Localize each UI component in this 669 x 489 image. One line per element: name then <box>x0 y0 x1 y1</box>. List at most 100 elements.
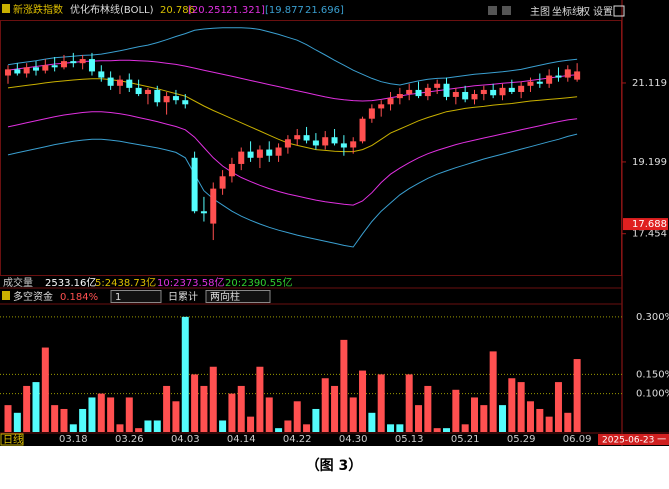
bar <box>405 374 413 432</box>
toolbar-item[interactable]: 主图 <box>530 6 550 18</box>
bar <box>32 382 40 432</box>
x-tick-label: 03.26 <box>115 434 144 445</box>
bar <box>443 428 451 432</box>
candle-body <box>284 139 291 148</box>
bar <box>163 385 171 432</box>
candle-body <box>32 67 39 71</box>
candle-body <box>275 147 282 156</box>
candle-body <box>42 65 49 71</box>
bar <box>461 424 469 432</box>
bar <box>237 385 245 432</box>
band-line <box>7 59 578 102</box>
bar <box>359 370 367 432</box>
bar <box>498 405 506 432</box>
band-line <box>7 133 578 248</box>
toolbar-item[interactable]: 权 <box>580 5 590 18</box>
x-tick-label: 04.22 <box>283 434 312 445</box>
bar <box>387 424 395 432</box>
candle-body <box>182 100 189 105</box>
candle-body <box>98 71 105 78</box>
band-line <box>7 27 578 86</box>
bar <box>256 366 264 432</box>
bar <box>153 420 161 432</box>
candle-body <box>126 79 133 88</box>
candle-body <box>396 94 403 99</box>
bar <box>79 408 87 432</box>
bar <box>573 359 581 432</box>
candle-body <box>555 75 562 78</box>
bar <box>303 424 311 432</box>
candle-body <box>88 59 95 72</box>
band-line <box>7 111 578 206</box>
bar <box>88 397 96 432</box>
price-marker-label: 17.688 <box>632 219 667 230</box>
candle-body <box>471 94 478 100</box>
bar <box>433 428 441 432</box>
bar <box>340 339 348 432</box>
candle-body <box>107 77 114 86</box>
x-tick-label: 03.18 <box>59 434 88 445</box>
candle-body <box>191 157 198 212</box>
icon-button[interactable] <box>502 6 511 15</box>
y-tick-label: 17.454 <box>632 229 667 240</box>
icon <box>2 291 10 300</box>
candle-body <box>172 96 179 101</box>
candle-body <box>322 137 329 146</box>
bar <box>181 316 189 432</box>
bar <box>97 393 105 432</box>
bar <box>368 412 376 432</box>
candle-body <box>51 65 58 68</box>
style-select[interactable] <box>205 290 271 303</box>
candle-body <box>256 149 263 158</box>
volume-ma: 20:2390.55亿 <box>225 276 292 289</box>
bar <box>508 378 516 432</box>
inner-value: [20.251 <box>188 5 227 16</box>
bar <box>545 416 553 432</box>
candle-body <box>378 104 385 109</box>
candle-body <box>200 211 207 214</box>
bar <box>452 389 460 432</box>
toolbar-item[interactable]: 设置 <box>593 6 613 18</box>
period-select[interactable] <box>110 290 162 303</box>
candle-body <box>387 98 394 105</box>
caption: （图 3） <box>306 458 363 474</box>
candle-body <box>154 89 161 103</box>
bar <box>228 393 236 432</box>
bar <box>284 420 292 432</box>
date-label: 2025-06-23 一 <box>602 436 666 446</box>
period-tab[interactable] <box>0 433 24 446</box>
candle-body <box>536 81 543 84</box>
bar <box>209 366 217 432</box>
candle-body <box>210 188 217 224</box>
bar <box>125 397 133 432</box>
bar <box>480 405 488 432</box>
toolbar-item[interactable]: 坐标线 <box>552 5 582 18</box>
x-tick-label: 06.09 <box>563 434 592 445</box>
y-tick-label: 0.300% <box>636 312 669 323</box>
bar <box>312 408 320 432</box>
candle-body <box>518 85 525 92</box>
bar <box>107 397 115 432</box>
candle-body <box>424 87 431 97</box>
y-tick-label: 0.150% <box>636 369 669 380</box>
candle-body <box>14 69 21 74</box>
bar <box>23 385 31 432</box>
icon-button[interactable] <box>613 5 625 17</box>
candle-body <box>23 67 30 74</box>
x-tick-label: 04.14 <box>227 434 256 445</box>
candle-body <box>406 89 413 95</box>
period-tab-label: 日线 <box>3 433 23 446</box>
bar <box>349 397 357 432</box>
outer-value: 21.696] <box>305 5 344 16</box>
band-line <box>7 78 578 153</box>
candle-body <box>350 141 357 148</box>
candle-body <box>340 143 347 148</box>
icon-button[interactable] <box>488 6 497 15</box>
bar <box>331 385 339 432</box>
candle-body <box>462 91 469 100</box>
fund-value: 0.184% <box>60 292 98 303</box>
bar <box>293 401 301 432</box>
candle-body <box>5 69 11 76</box>
volume-label: 成交量 <box>3 276 33 289</box>
